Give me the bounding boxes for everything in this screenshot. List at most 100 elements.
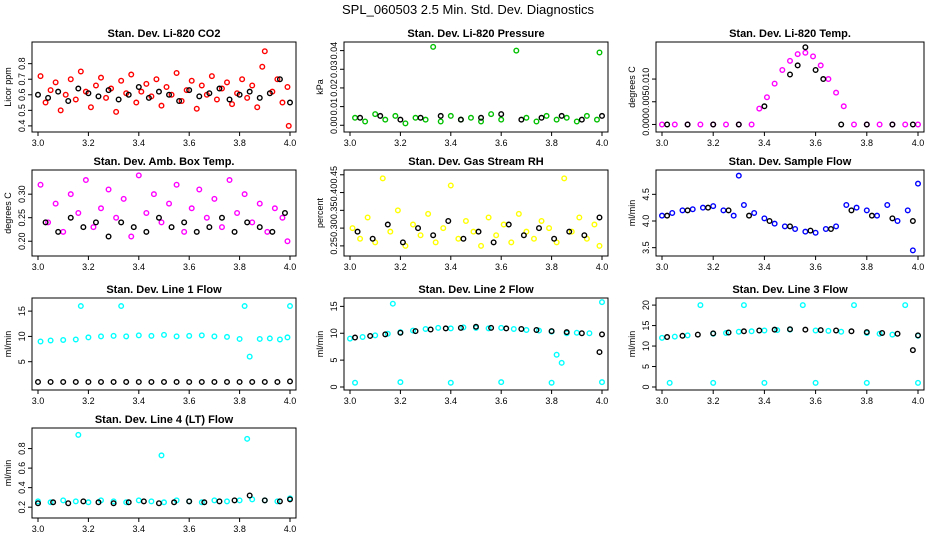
data-point bbox=[553, 116, 560, 123]
data-point bbox=[699, 204, 706, 211]
data-point bbox=[417, 114, 424, 121]
data-point bbox=[684, 121, 691, 128]
data-point bbox=[158, 452, 165, 459]
data-point bbox=[186, 87, 193, 94]
data-point bbox=[163, 83, 170, 90]
data-point bbox=[902, 121, 909, 128]
data-point bbox=[705, 204, 712, 211]
data-point bbox=[490, 239, 497, 246]
series-color bbox=[659, 302, 922, 386]
data-point bbox=[42, 219, 49, 226]
y-tick-label: 0.04 bbox=[329, 42, 339, 60]
x-tick-label: 3.4 bbox=[758, 138, 771, 148]
x-tick-label: 3.0 bbox=[344, 262, 357, 272]
data-point bbox=[234, 209, 241, 216]
data-point bbox=[599, 112, 606, 119]
data-point bbox=[851, 302, 858, 309]
y-tick-label: 10 bbox=[329, 328, 339, 338]
x-tick-label: 3.0 bbox=[344, 396, 357, 406]
data-point bbox=[520, 232, 527, 239]
data-point bbox=[256, 200, 263, 207]
data-point bbox=[583, 112, 590, 119]
data-point bbox=[389, 300, 396, 307]
data-point bbox=[740, 328, 747, 335]
x-tick-label: 3.2 bbox=[82, 138, 95, 148]
data-point bbox=[822, 225, 829, 232]
x-tick-label: 3.2 bbox=[82, 524, 95, 534]
data-point bbox=[181, 219, 188, 226]
data-point bbox=[430, 232, 437, 239]
data-point bbox=[553, 351, 560, 358]
data-point bbox=[392, 112, 399, 119]
data-point bbox=[417, 232, 424, 239]
data-point bbox=[384, 330, 391, 337]
panel-title: Stan. Dev. Line 3 Flow bbox=[732, 284, 848, 296]
data-point bbox=[130, 224, 137, 231]
x-tick-label: 3.6 bbox=[495, 262, 508, 272]
data-point bbox=[659, 121, 666, 128]
data-point bbox=[771, 80, 778, 87]
data-point bbox=[128, 71, 135, 78]
data-point bbox=[766, 217, 773, 224]
data-point bbox=[422, 116, 429, 123]
data-point bbox=[211, 333, 218, 340]
data-point bbox=[447, 379, 454, 386]
data-point bbox=[168, 91, 175, 98]
data-point bbox=[812, 327, 819, 334]
data-point bbox=[437, 112, 444, 119]
data-point bbox=[364, 214, 371, 221]
data-point bbox=[95, 499, 102, 506]
data-point bbox=[266, 335, 273, 342]
data-point bbox=[794, 62, 801, 69]
data-point bbox=[97, 74, 104, 81]
data-point bbox=[848, 207, 855, 214]
data-point bbox=[135, 497, 142, 504]
x-tick-label: 3.8 bbox=[861, 396, 874, 406]
data-point bbox=[276, 76, 283, 83]
x-tick-label: 4.0 bbox=[912, 262, 925, 272]
y-tick-label: 0.6 bbox=[17, 462, 27, 475]
data-point bbox=[67, 214, 74, 221]
data-point bbox=[287, 496, 294, 503]
data-point bbox=[735, 121, 742, 128]
data-point bbox=[538, 217, 545, 224]
plot-frame bbox=[655, 297, 925, 391]
data-point bbox=[410, 327, 417, 334]
data-point bbox=[75, 209, 82, 216]
data-point bbox=[158, 219, 165, 226]
data-point bbox=[825, 76, 832, 83]
data-point bbox=[779, 66, 786, 73]
x-tick-label: 3.8 bbox=[545, 396, 558, 406]
x-tick-label: 3.2 bbox=[707, 262, 720, 272]
data-point bbox=[143, 228, 150, 235]
data-point bbox=[118, 219, 125, 226]
data-point bbox=[62, 91, 69, 98]
y-axis-label: ml/min bbox=[315, 331, 325, 358]
data-point bbox=[909, 121, 916, 128]
data-point bbox=[231, 497, 238, 504]
data-point bbox=[518, 325, 525, 332]
y-tick-label: 0.45 bbox=[329, 166, 339, 184]
y-axis-label: degrees C bbox=[3, 192, 13, 234]
y-tick-label: 0 bbox=[329, 384, 339, 389]
data-point bbox=[47, 337, 54, 344]
data-point bbox=[761, 215, 768, 222]
data-point bbox=[879, 329, 886, 336]
x-tick-label: 4.0 bbox=[596, 138, 609, 148]
y-axis-label: Licor ppm bbox=[3, 67, 13, 107]
data-point bbox=[133, 99, 140, 106]
data-point bbox=[105, 186, 112, 193]
data-point bbox=[493, 232, 500, 239]
panel-title: Stan. Dev. Li-820 Temp. bbox=[729, 28, 851, 40]
data-point bbox=[261, 378, 268, 385]
x-tick-label: 3.6 bbox=[183, 262, 196, 272]
data-point bbox=[264, 228, 271, 235]
data-point bbox=[249, 82, 256, 89]
data-point bbox=[236, 91, 243, 98]
x-tick-label: 3.0 bbox=[32, 138, 45, 148]
y-tick-label: 0.005 bbox=[641, 90, 651, 113]
data-point bbox=[97, 205, 104, 212]
data-point bbox=[671, 121, 678, 128]
y-tick-label: 0.2 bbox=[17, 501, 27, 514]
y-tick-label: 0.40 bbox=[329, 184, 339, 202]
